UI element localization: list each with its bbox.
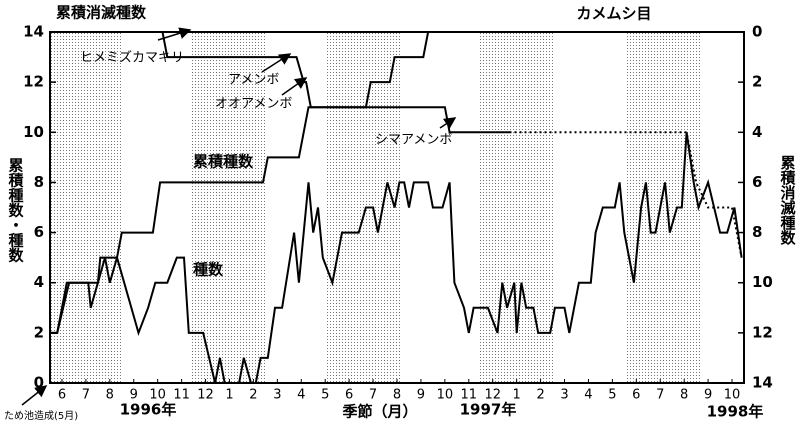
x-tick-label: 2 bbox=[536, 388, 544, 403]
y-tick-label: 14 bbox=[23, 23, 44, 41]
y2-tick-label: 12 bbox=[752, 323, 773, 341]
annotation-arrow bbox=[439, 117, 457, 129]
x-tick-label: 7 bbox=[369, 388, 377, 403]
annotation: オオアメンボ bbox=[215, 97, 292, 112]
annotation-arrow bbox=[281, 77, 308, 96]
x-tick-label: 8 bbox=[680, 388, 688, 403]
series-label: 種数 bbox=[193, 261, 224, 279]
series-line bbox=[50, 132, 743, 384]
note-arrow bbox=[21, 385, 48, 406]
x-tick-label: 10 bbox=[437, 388, 454, 403]
series-label: 累積種数 bbox=[193, 153, 254, 171]
note: ため池造成(5月) bbox=[4, 409, 78, 422]
x-tick-label: 3 bbox=[560, 388, 568, 403]
x-tick-label: 1 bbox=[513, 388, 521, 403]
subtitle-bg bbox=[560, 3, 670, 25]
year-label: 1997年 bbox=[460, 401, 517, 419]
x-tick-label: 6 bbox=[345, 388, 353, 403]
y-tick-label: 4 bbox=[34, 273, 44, 291]
year-label: 1998年 bbox=[707, 403, 764, 421]
x-tick-label: 1 bbox=[225, 388, 233, 403]
x-tick-label: 6 bbox=[58, 388, 66, 403]
annotation-arrow bbox=[261, 53, 292, 73]
annotation: ヒメミズカマキリ bbox=[80, 50, 184, 66]
x-tick-label: 4 bbox=[584, 388, 592, 403]
y2-tick-label: 4 bbox=[752, 123, 762, 141]
y2-tick-label: 2 bbox=[752, 73, 762, 91]
annotation-arrow bbox=[157, 27, 192, 41]
x-tick-label: 12 bbox=[197, 388, 214, 403]
series-line bbox=[50, 31, 744, 334]
x-tick-label: 8 bbox=[106, 388, 114, 403]
y-tick-label: 0 bbox=[34, 374, 44, 392]
x-tick-label: 10 bbox=[724, 388, 741, 403]
year-label: 1996年 bbox=[120, 401, 177, 419]
y-tick-label: 12 bbox=[23, 73, 44, 91]
x-tick-label: 9 bbox=[704, 388, 712, 403]
x-tick-label: 7 bbox=[656, 388, 664, 403]
chart-subtitle: カメムシ目 bbox=[576, 5, 651, 23]
x-tick-label: 3 bbox=[273, 388, 281, 403]
y2-tick-label: 14 bbox=[752, 374, 773, 392]
annotation: シマアメンボ bbox=[375, 133, 452, 148]
x-tick-label: 9 bbox=[417, 388, 425, 403]
chart-title: 累積消滅種数 bbox=[56, 4, 147, 22]
y-tick-label: 2 bbox=[34, 323, 44, 341]
x-tick-label: 11 bbox=[461, 388, 478, 403]
y2-tick-label: 6 bbox=[752, 173, 762, 191]
season-bands bbox=[51, 32, 700, 383]
x-tick-label: 9 bbox=[130, 388, 138, 403]
y-tick-label: 6 bbox=[34, 223, 44, 241]
x-tick-label: 4 bbox=[297, 388, 305, 403]
annotation: アメンボ bbox=[228, 73, 279, 88]
x-tick-label: 6 bbox=[632, 388, 640, 403]
title-bg bbox=[52, 2, 202, 24]
x-tick-label: 12 bbox=[484, 388, 501, 403]
y2-tick-label: 0 bbox=[752, 23, 762, 41]
x-tick-label: 7 bbox=[82, 388, 90, 403]
x-tick-label: 5 bbox=[608, 388, 616, 403]
x-tick-label: 11 bbox=[173, 388, 190, 403]
x-tick-label: 2 bbox=[249, 388, 257, 403]
y2-tick-label: 8 bbox=[752, 223, 762, 241]
y2-tick-label: 10 bbox=[752, 273, 773, 291]
y-tick-label: 10 bbox=[23, 123, 44, 141]
x-tick-label: 10 bbox=[149, 388, 166, 403]
y-tick-label: 8 bbox=[34, 173, 44, 191]
x-axis-label: 季節（月） bbox=[342, 403, 417, 421]
y2-axis-label: 累積消滅種数 bbox=[779, 155, 797, 246]
x-tick-label: 8 bbox=[393, 388, 401, 403]
y-axis-label: 累積種数・種数 bbox=[7, 158, 25, 264]
x-tick-label: 5 bbox=[321, 388, 329, 403]
